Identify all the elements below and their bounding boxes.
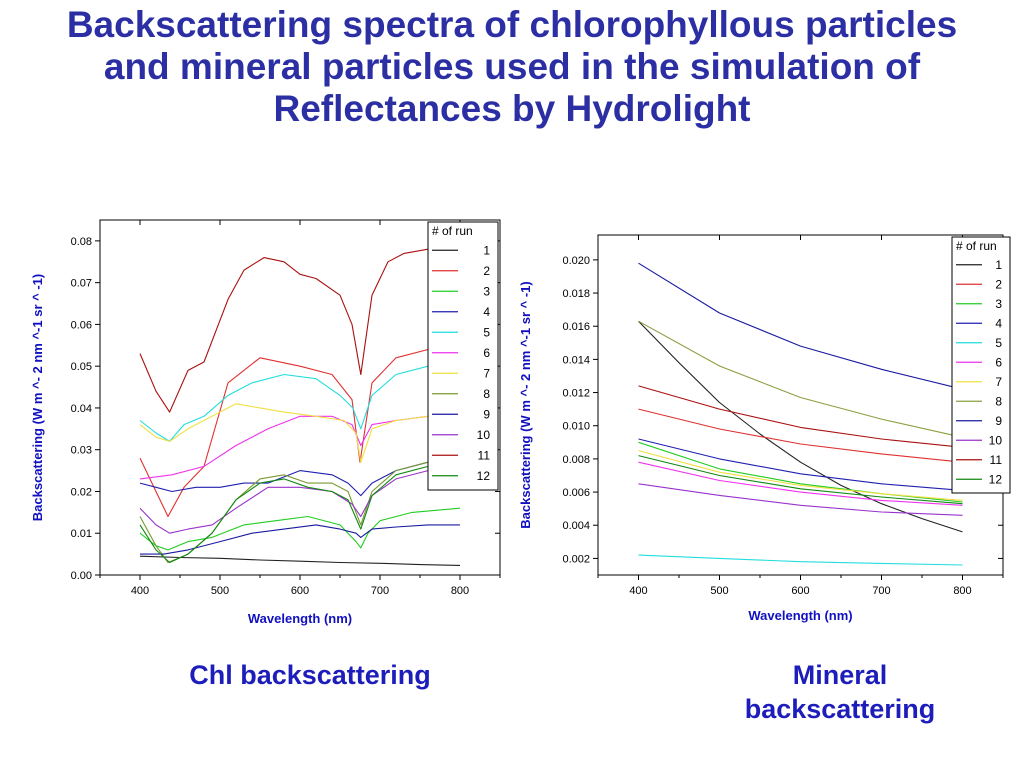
legend-label-4: 4: [483, 305, 490, 319]
legend-label-9: 9: [483, 407, 490, 421]
legend-title: # of run: [956, 239, 997, 253]
page-title: Backscattering spectra of chlorophyllous…: [66, 4, 958, 129]
y-tick-label: 0.004: [562, 520, 590, 532]
y-tick-label: 0.08: [71, 236, 92, 248]
y-tick-label: 0.03: [71, 445, 92, 457]
legend-label-1: 1: [483, 243, 490, 257]
x-tick-label: 600: [791, 585, 809, 597]
legend-label-2: 2: [483, 264, 490, 278]
x-tick-label: 500: [211, 585, 229, 597]
series-line-12: [638, 455, 963, 505]
series-line-8: [638, 320, 963, 438]
legend-label-8: 8: [483, 387, 490, 401]
legend-label-7: 7: [995, 375, 1002, 389]
series-group: [638, 262, 963, 566]
legend-box: [951, 236, 1011, 494]
legend-label-11: 11: [478, 448, 491, 462]
series-line-9: [140, 524, 460, 555]
legend-label-1: 1: [995, 258, 1002, 272]
legend-label-7: 7: [483, 366, 490, 380]
mineral-backscatter-chart: 400 500 600 700 800 0.002 0.004 0.006 0.008 0.010…: [518, 234, 1011, 623]
x-tick-label: 800: [451, 585, 469, 597]
legend-label-10: 10: [477, 428, 491, 442]
series-line-12: [139, 461, 461, 564]
series-line-2: [139, 344, 461, 518]
y-tick-label: 0.002: [562, 553, 590, 565]
y-tick-label: 0.018: [562, 288, 590, 300]
x-axis-title: Wavelength (nm): [748, 608, 852, 623]
legend-label-6: 6: [483, 346, 490, 360]
y-tick-label: 0.014: [562, 354, 590, 366]
legend-label-2: 2: [995, 277, 1002, 291]
legend-label-3: 3: [483, 284, 490, 298]
series-group: [139, 248, 461, 566]
series-line-1: [139, 555, 461, 566]
legend-label-12: 12: [477, 469, 491, 483]
y-tick-label: 0.00: [71, 570, 92, 582]
x-axis-title: Wavelength (nm): [248, 611, 352, 626]
legend-label-3: 3: [995, 297, 1002, 311]
series-line-10: [638, 483, 963, 516]
y-tick-label: 0.04: [71, 403, 92, 415]
y-tick-label: 0.020: [562, 255, 590, 267]
legend-label-11: 11: [990, 453, 1003, 467]
x-tick-label: 800: [953, 585, 971, 597]
series-line-4: [638, 438, 963, 491]
legend-label-8: 8: [995, 394, 1002, 408]
caption-mineral-backscattering: Mineral backscattering: [744, 660, 936, 724]
series-line-11: [638, 385, 963, 448]
x-tick-label: 400: [629, 585, 647, 597]
series-line-2: [638, 408, 963, 463]
series-line-6: [139, 415, 460, 480]
series-line-9: [638, 262, 963, 390]
x-tick-label: 600: [291, 585, 309, 597]
x-tick-label: 700: [371, 585, 389, 597]
series-line-4: [139, 461, 460, 497]
legend-box: [427, 221, 499, 491]
legend-label-5: 5: [995, 336, 1002, 350]
y-tick-label: 0.008: [562, 454, 590, 466]
y-tick-label: 0.05: [71, 361, 92, 373]
chl-backscatter-chart: 400 500 600 700 800 0.00 0.01 0.02 0.03 0.04 0.05 0…: [30, 219, 501, 626]
y-axis-title: Backscattering (W m ^- 2 nm ^-1 sr ^ -1): [30, 274, 45, 521]
y-tick-label: 0.010: [562, 421, 590, 433]
y-tick-label: 0.01: [71, 528, 92, 540]
legend-label-9: 9: [995, 414, 1002, 428]
y-tick-label: 0.016: [562, 321, 590, 333]
legend-label-5: 5: [483, 325, 490, 339]
series-line-5: [638, 554, 963, 566]
y-tick-label: 0.07: [71, 278, 92, 290]
legend-title: # of run: [432, 224, 473, 238]
y-tick-label: 0.006: [562, 487, 590, 499]
x-tick-label: 700: [872, 585, 890, 597]
series-line-5: [139, 361, 461, 442]
series-line-6: [638, 461, 963, 506]
y-tick-label: 0.06: [71, 319, 92, 331]
x-tick-label: 400: [131, 585, 149, 597]
series-line-11: [139, 248, 460, 413]
legend-label-12: 12: [989, 472, 1003, 486]
caption-chl-backscattering: Chl backscattering: [189, 660, 431, 690]
x-tick-label: 500: [710, 585, 728, 597]
series-line-7: [139, 403, 460, 463]
series-line-10: [139, 465, 461, 534]
legend-label-4: 4: [995, 316, 1002, 330]
series-line-3: [139, 507, 461, 551]
plot-frame: [597, 234, 1004, 576]
legend-label-10: 10: [989, 433, 1003, 447]
y-axis-title: Backscattering (W m ^- 2 nm ^-1 sr ^ -1): [518, 281, 533, 528]
series-line-7: [638, 450, 963, 501]
y-tick-label: 0.02: [71, 486, 92, 498]
y-tick-label: 0.012: [562, 388, 590, 400]
legend-label-6: 6: [995, 355, 1002, 369]
